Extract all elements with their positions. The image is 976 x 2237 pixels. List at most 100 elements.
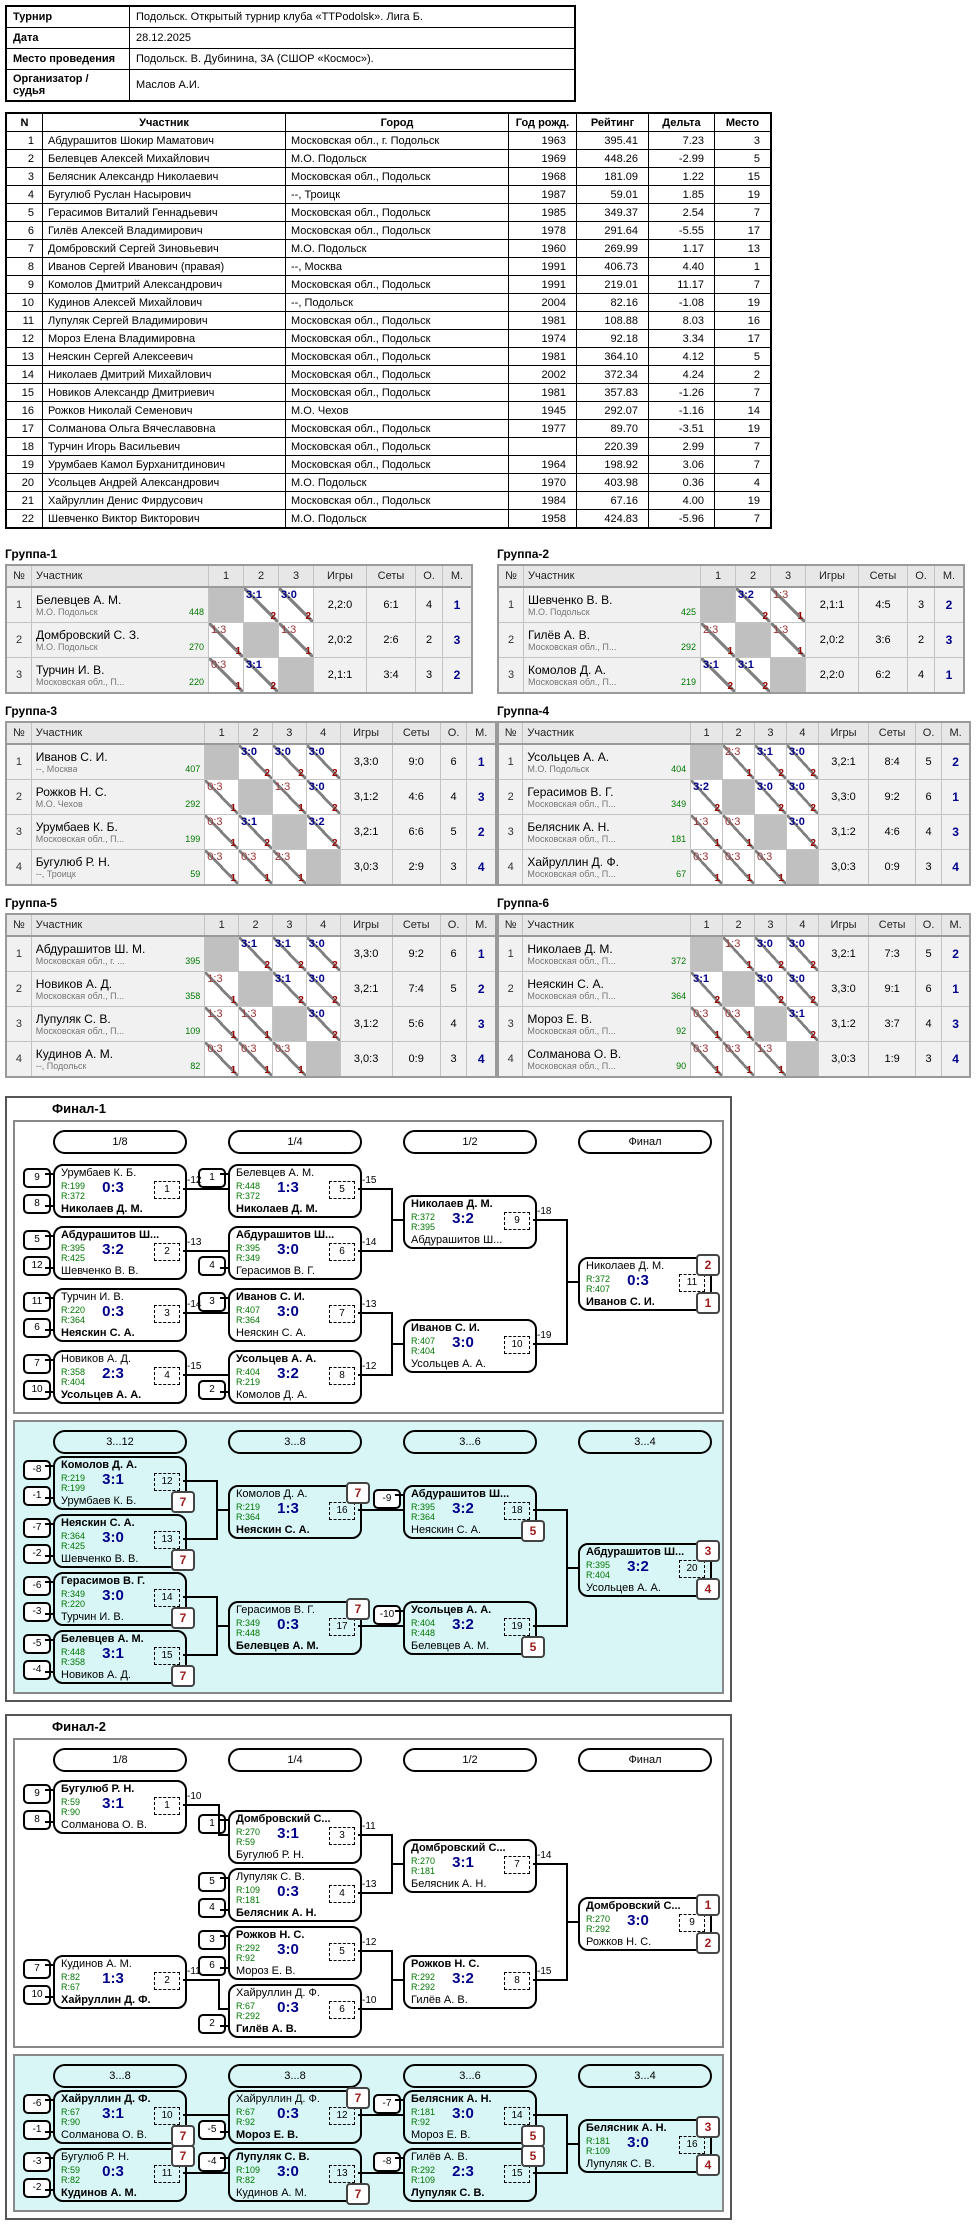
player-rating: 90 <box>676 1060 687 1071</box>
match-cell: 0:3 1 <box>690 1006 724 1042</box>
match-node: Хайруллин Д. Ф. R:67 R:292 0:3 6 Гилёв А. В. 2 <box>198 1984 362 2038</box>
match-points: 2 <box>332 960 338 971</box>
player-city: М.О. Подольск <box>36 641 98 652</box>
match-score: 3:0 <box>277 1241 299 1258</box>
group-cell-player: Новиков А. Д. Московская обл., П... 358 <box>30 971 206 1007</box>
self-cell <box>722 971 755 1007</box>
group-cell-place: 2 <box>934 586 965 623</box>
match-cell: 0:3 1 <box>238 849 273 886</box>
player-name-bottom: Николаев Д. М. <box>236 1203 318 1215</box>
group-cell-points: 6 <box>915 779 943 815</box>
group-col-opponent: 3 <box>278 564 314 588</box>
player-name-bottom: Мороз Е. В. <box>236 2129 299 2141</box>
table-row: 14 Николаев Дмитрий Михайлович Московская … <box>5 365 772 384</box>
match-cell: 3:1 2 <box>785 1006 819 1042</box>
group-table: № Участник 1 2 3 Игры Сеты О. М. 1 Шевченко В. В. М… <box>497 564 965 694</box>
player-rating: 181 <box>671 833 687 844</box>
group-row: 1 Иванов С. И. --, Москва 407 3:0 2 3:0 2 3:0 2 3,… <box>5 743 497 780</box>
match-score: 1:3 <box>725 938 741 950</box>
participants-table: N Участник Город Год рожд. Рейтинг Дельта Мест… <box>5 112 772 529</box>
self-cell <box>735 622 771 658</box>
match-score: 3:0 <box>102 1529 124 1546</box>
match-score: 3:0 <box>277 1303 299 1320</box>
group-col-sets: Сеты <box>391 913 441 937</box>
match-points: 2 <box>332 995 338 1006</box>
group-cell-sets: 3:4 <box>366 657 416 694</box>
group-cell-games: 3,0:3 <box>339 849 393 886</box>
player-name-bottom: Новиков А. Д. <box>61 1669 131 1681</box>
cell-delta: 3.06 <box>648 455 715 474</box>
table-row: 7 Домбровский Сергей Зиновьевич М.О. Подол… <box>5 239 772 258</box>
connector-line <box>358 2114 403 2116</box>
player-name-bottom: Хайруллин Д. Ф. <box>61 1994 151 2006</box>
match-score: 3:0 <box>452 1334 474 1351</box>
group-row: 3 Урумбаев К. Б. Московская обл., П... 199 0… <box>5 814 497 850</box>
cell-name: Турчин Игорь Васильевич <box>42 437 286 456</box>
cell-city: Московская обл., Подольск <box>285 221 509 240</box>
player-rating: 219 <box>680 676 696 687</box>
connector-line <box>45 1391 53 1393</box>
connector-line <box>220 1967 228 1969</box>
group-col-opponent: 4 <box>305 721 341 745</box>
match-score: 3:2 <box>627 1558 649 1575</box>
group-col-opponent: 2 <box>243 564 279 588</box>
group-cell-points: 3 <box>439 849 468 886</box>
connector-line <box>533 1625 566 1627</box>
match-node: Кудинов А. М. R:82 R:67 1:3 2 Хайруллин Д. Ф.… <box>23 1955 187 2009</box>
round-oval: 1/2 <box>403 1748 537 1772</box>
match-score: 3:0 <box>627 1912 649 1929</box>
rating-top: R:109 <box>236 1885 261 1895</box>
player-name-bottom: Рожков Н. С. <box>586 1936 652 1948</box>
table-row: 22 Шевченко Виктор Викторович М.О. Подольс… <box>5 509 772 529</box>
self-cell <box>204 743 240 780</box>
group-col-player: Участник <box>523 564 701 588</box>
group-cell-games: 3,1:2 <box>817 814 870 850</box>
match-score: 3:0 <box>308 973 325 985</box>
group-cell-place: 2 <box>466 971 497 1007</box>
group-row: 1 Белевцев А. М. М.О. Подольск 448 3:1 2 3:0 2 2… <box>5 586 473 623</box>
group-col-opponent: 2 <box>238 913 273 937</box>
cell-year: 1981 <box>508 383 577 402</box>
connector-line <box>533 2172 566 2174</box>
group-cell-points: 5 <box>439 971 468 1007</box>
group-row: 3 Белясник А. Н. Московская обл., П... 181 1… <box>497 814 971 850</box>
connector-score-label: -15 <box>187 1361 202 1372</box>
group-col-no: № <box>497 721 524 745</box>
player-name-bottom: Гилёв А. В. <box>411 1994 468 2006</box>
group-col-place: М. <box>941 721 971 745</box>
round-oval: 1/8 <box>53 1748 187 1772</box>
table-row: 8 Иванов Сергей Иванович (правая) --, Моск… <box>5 257 772 276</box>
cell-year: 1970 <box>508 473 577 492</box>
group-cell-games: 3,1:2 <box>817 1006 870 1042</box>
self-cell <box>238 971 273 1007</box>
group-cell-points: 4 <box>915 1006 943 1042</box>
match-score: 3:0 <box>308 938 325 950</box>
rating-top: R:219 <box>61 1473 86 1483</box>
player-name-bottom: Солманова О. В. <box>61 2129 148 2141</box>
cell-city: Московская обл., Подольск <box>285 347 509 366</box>
connector-line <box>183 1654 216 1656</box>
column-header: Дельта <box>648 112 715 132</box>
cell-n: 1 <box>5 131 43 150</box>
group-cell-player: Домбровский С. З. М.О. Подольск 270 <box>31 622 209 658</box>
match-number: 16 <box>679 2136 705 2154</box>
rating-bottom: R:404 <box>411 1346 436 1356</box>
group-row: 4 Бугулюб Р. Н. --, Троицк 59 0:3 1 0:3 1 2:3 1 3,… <box>5 849 497 886</box>
player-rating: 349 <box>671 798 687 809</box>
seed-box: 6 <box>23 1318 51 1338</box>
group-cell-player: Усольцев А. А. М.О. Подольск 404 <box>522 743 692 780</box>
match-cell: 3:1 2 <box>271 935 307 972</box>
match-points: 2 <box>778 803 784 814</box>
player-name-bottom: Усольцев А. А. <box>61 1389 142 1401</box>
match-score: 3:2 <box>452 1500 474 1517</box>
rating-bottom: R:349 <box>236 1253 261 1263</box>
player-rating: 109 <box>185 1025 201 1036</box>
cell-rating: 291.64 <box>576 221 649 240</box>
rating-bottom: R:181 <box>236 1895 261 1905</box>
cell-delta: 4.40 <box>648 257 715 276</box>
match-score: 0:3 <box>757 851 773 863</box>
match-score: 3:0 <box>277 1941 299 1958</box>
connector-line <box>358 1188 391 1190</box>
group-table: № Участник 1 2 3 4 Игры Сеты О. М. 1 Иванов С. И. --… <box>5 721 497 886</box>
group-cell-player: Белевцев А. М. М.О. Подольск 448 <box>31 586 209 623</box>
